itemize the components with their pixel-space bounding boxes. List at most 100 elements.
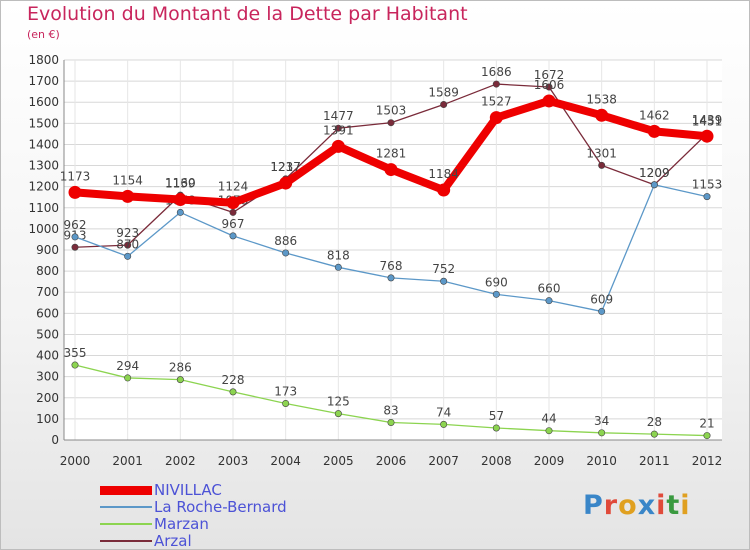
data-label: 1160: [165, 176, 196, 190]
data-point: [282, 399, 290, 407]
data-label: 21: [699, 417, 714, 431]
y-tick-label: 1300: [28, 159, 59, 173]
data-label: 967: [222, 217, 245, 231]
logo-letter: o: [618, 490, 638, 521]
data-point: [229, 208, 237, 216]
data-label: 1672: [534, 68, 565, 82]
x-tick-label: 2003: [218, 454, 249, 468]
data-point: [489, 111, 503, 125]
data-point: [545, 297, 553, 305]
legend-label: Arzal: [154, 532, 192, 550]
data-point: [440, 420, 448, 428]
logo-letter: t: [666, 490, 681, 521]
data-point: [124, 374, 132, 382]
data-point: [598, 429, 606, 437]
data-point: [598, 307, 606, 315]
data-point: [545, 427, 553, 435]
data-label: 1209: [639, 166, 670, 180]
data-label: 1439: [692, 113, 723, 127]
y-tick-label: 100: [36, 412, 59, 426]
legend-label: La Roche-Bernard: [154, 498, 287, 516]
data-label: 1237: [270, 160, 301, 174]
x-tick-label: 2012: [692, 454, 723, 468]
y-tick-label: 0: [51, 433, 59, 447]
logo-letter: P: [583, 490, 604, 521]
data-point: [173, 193, 187, 207]
y-tick-label: 1800: [28, 53, 59, 67]
data-label: 1527: [481, 95, 512, 109]
x-tick-label: 2007: [428, 454, 459, 468]
data-point: [595, 108, 609, 122]
data-point: [229, 388, 237, 396]
data-point: [68, 185, 82, 199]
data-point: [647, 124, 661, 138]
data-point: [124, 241, 132, 249]
data-point: [384, 163, 398, 177]
data-point: [176, 376, 184, 384]
y-tick-label: 200: [36, 391, 59, 405]
data-label: 1184: [428, 167, 459, 181]
data-label: 768: [380, 259, 403, 273]
data-label: 1538: [586, 92, 617, 106]
data-label: 1209: [639, 166, 670, 180]
data-label: 923: [116, 226, 139, 240]
x-tick-label: 2009: [534, 454, 565, 468]
data-label: 886: [274, 234, 297, 248]
data-point: [387, 418, 395, 426]
data-point: [650, 181, 658, 189]
data-label: 294: [116, 359, 139, 373]
logo-letter: i: [656, 490, 667, 521]
data-label: 962: [64, 218, 87, 232]
legend-label: Marzan: [154, 515, 209, 533]
y-tick-label: 1000: [28, 222, 59, 236]
data-point: [226, 196, 240, 210]
data-point: [387, 274, 395, 282]
x-tick-label: 2000: [60, 454, 91, 468]
legend-swatch: [100, 523, 152, 525]
data-label: 1477: [323, 109, 354, 123]
data-point: [700, 129, 714, 143]
legend-swatch: [100, 540, 152, 542]
y-tick-label: 300: [36, 370, 59, 384]
data-label: 609: [590, 292, 613, 306]
y-tick-label: 1700: [28, 74, 59, 88]
data-point: [334, 410, 342, 418]
data-label: 74: [436, 405, 451, 419]
data-point: [334, 263, 342, 271]
data-point: [71, 361, 79, 369]
data-point: [121, 189, 135, 203]
data-label: 1606: [534, 78, 565, 92]
legend-swatch: [100, 486, 152, 495]
x-tick-label: 2011: [639, 454, 670, 468]
data-label: 1173: [60, 169, 91, 183]
data-label: 125: [327, 395, 350, 409]
legend-label: NIVILLAC: [154, 481, 222, 499]
data-point: [71, 243, 79, 251]
chart-subtitle: (en €): [27, 28, 60, 41]
data-point: [331, 139, 345, 153]
x-tick-label: 2006: [376, 454, 407, 468]
data-label: 660: [538, 282, 561, 296]
data-label: 818: [327, 248, 350, 262]
data-label: 173: [274, 384, 297, 398]
data-point: [176, 208, 184, 216]
y-tick-label: 800: [36, 264, 59, 278]
data-label: 1124: [218, 180, 249, 194]
y-tick-label: 700: [36, 285, 59, 299]
x-tick-label: 2010: [586, 454, 617, 468]
data-point: [492, 80, 500, 88]
data-label: 1217: [270, 160, 301, 174]
data-label: 870: [116, 237, 139, 251]
chart-title: Evolution du Montant de la Dette par Hab…: [27, 3, 468, 25]
y-tick-label: 1400: [28, 137, 59, 151]
data-point: [440, 277, 448, 285]
data-label: 1139: [165, 177, 196, 191]
data-label: 1686: [481, 65, 512, 79]
data-label: 752: [432, 262, 455, 276]
data-label: 1153: [692, 178, 723, 192]
x-tick-label: 2001: [112, 454, 143, 468]
data-label: 28: [647, 415, 662, 429]
data-label: 34: [594, 414, 609, 428]
data-point: [387, 119, 395, 127]
